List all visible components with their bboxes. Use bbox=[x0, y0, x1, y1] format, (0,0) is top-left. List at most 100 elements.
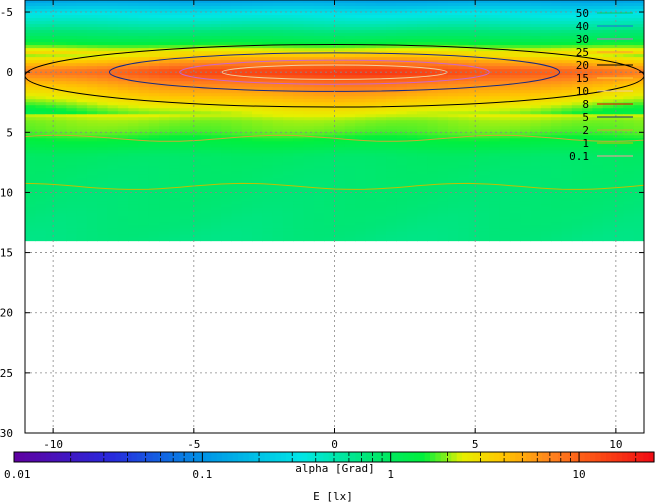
y-tick-label: 25 bbox=[0, 367, 13, 380]
heatmap-cell bbox=[221, 39, 232, 43]
heatmap-cell bbox=[282, 144, 294, 148]
heatmap-cell bbox=[571, 159, 583, 163]
heatmap-cell bbox=[623, 87, 635, 91]
heatmap-cell bbox=[148, 108, 160, 112]
heatmap-cell bbox=[169, 18, 181, 22]
heatmap-cell bbox=[107, 69, 119, 73]
heatmap-cell bbox=[293, 33, 305, 37]
heatmap-cell bbox=[313, 27, 325, 31]
heatmap-cell bbox=[396, 60, 408, 64]
heatmap-cell bbox=[530, 99, 542, 103]
heatmap-cell bbox=[45, 195, 57, 200]
heatmap-cell bbox=[179, 60, 191, 64]
heatmap-cell bbox=[406, 120, 418, 124]
heatmap-cell bbox=[458, 198, 470, 203]
heatmap-cell bbox=[478, 87, 490, 91]
heatmap-cell bbox=[551, 84, 563, 88]
heatmap-cell bbox=[55, 0, 67, 4]
heatmap-cell bbox=[633, 108, 644, 112]
heatmap-cell bbox=[334, 93, 346, 97]
heatmap-cell bbox=[293, 135, 305, 139]
heatmap-cell bbox=[66, 108, 78, 112]
heatmap-cell bbox=[592, 87, 604, 91]
heatmap-cell bbox=[262, 123, 274, 127]
legend-label: 2 bbox=[582, 124, 589, 137]
heatmap-cell bbox=[303, 207, 315, 212]
heatmap-cell bbox=[613, 0, 624, 4]
heatmap-cell bbox=[633, 6, 644, 10]
heatmap-cell bbox=[282, 81, 294, 85]
heatmap-cell bbox=[520, 66, 532, 70]
heatmap-cell bbox=[478, 111, 490, 115]
heatmap-cell bbox=[231, 12, 243, 16]
heatmap-cell bbox=[148, 63, 160, 67]
heatmap-cell bbox=[530, 39, 542, 43]
heatmap-cell bbox=[334, 186, 346, 191]
heatmap-cell bbox=[633, 30, 644, 34]
heatmap-cell bbox=[623, 138, 635, 142]
heatmap-cell bbox=[468, 195, 480, 200]
heatmap-cell bbox=[478, 78, 490, 82]
heatmap-cell bbox=[25, 9, 36, 13]
heatmap-cell bbox=[344, 183, 356, 188]
heatmap-cell bbox=[613, 192, 624, 197]
heatmap-cell bbox=[282, 102, 294, 106]
heatmap-cell bbox=[602, 147, 614, 151]
heatmap-cell bbox=[231, 204, 243, 209]
heatmap-cell bbox=[334, 228, 346, 233]
colorbar-segment bbox=[142, 452, 148, 462]
heatmap-cell bbox=[427, 69, 439, 73]
heatmap-cell bbox=[55, 189, 67, 194]
heatmap-cell bbox=[468, 177, 480, 182]
heatmap-cell bbox=[241, 81, 253, 85]
heatmap-cell bbox=[334, 237, 346, 242]
heatmap-cell bbox=[375, 18, 387, 22]
heatmap-cell bbox=[66, 33, 78, 37]
colorbar-segment bbox=[536, 452, 543, 462]
heatmap-cell bbox=[190, 162, 201, 166]
heatmap-cell bbox=[334, 114, 346, 118]
heatmap-cell bbox=[571, 15, 583, 19]
heatmap-cell bbox=[231, 147, 243, 151]
heatmap-cell bbox=[138, 102, 150, 106]
heatmap-cell bbox=[262, 177, 274, 182]
heatmap-cell bbox=[25, 24, 36, 28]
heatmap-cell bbox=[303, 75, 315, 79]
heatmap-cell bbox=[334, 216, 346, 221]
heatmap-cell bbox=[602, 84, 614, 88]
heatmap-cell bbox=[210, 99, 222, 103]
heatmap-cell bbox=[25, 33, 36, 37]
heatmap-cell bbox=[97, 87, 109, 91]
heatmap-cell bbox=[76, 12, 88, 16]
heatmap-cell bbox=[592, 195, 604, 200]
heatmap-cell bbox=[489, 60, 501, 64]
heatmap-cell bbox=[313, 219, 325, 224]
heatmap-cell bbox=[45, 228, 57, 233]
heatmap-cell bbox=[561, 6, 573, 10]
heatmap-cell bbox=[35, 171, 47, 176]
heatmap-cell bbox=[45, 18, 57, 22]
heatmap-cell bbox=[602, 174, 614, 179]
heatmap-cell bbox=[138, 78, 150, 82]
heatmap-cell bbox=[571, 204, 583, 209]
heatmap-cell bbox=[231, 150, 243, 154]
heatmap-cell bbox=[128, 36, 140, 40]
heatmap-cell bbox=[25, 39, 36, 43]
heatmap-cell bbox=[623, 165, 635, 169]
heatmap-cell bbox=[221, 69, 232, 73]
heatmap-cell bbox=[417, 201, 428, 206]
heatmap-cell bbox=[447, 96, 459, 100]
colorbar-segment bbox=[350, 452, 356, 462]
heatmap-cell bbox=[582, 9, 594, 13]
heatmap-cell bbox=[45, 84, 57, 88]
heatmap-cell bbox=[613, 6, 624, 10]
heatmap-cell bbox=[623, 225, 635, 230]
heatmap-cell bbox=[540, 126, 552, 130]
heatmap-cell bbox=[582, 216, 594, 221]
heatmap-cell bbox=[221, 174, 232, 179]
heatmap-cell bbox=[324, 210, 336, 215]
heatmap-cell bbox=[303, 0, 315, 4]
heatmap-cell bbox=[447, 213, 459, 218]
heatmap-cell bbox=[365, 237, 377, 242]
heatmap-cell bbox=[540, 129, 552, 133]
